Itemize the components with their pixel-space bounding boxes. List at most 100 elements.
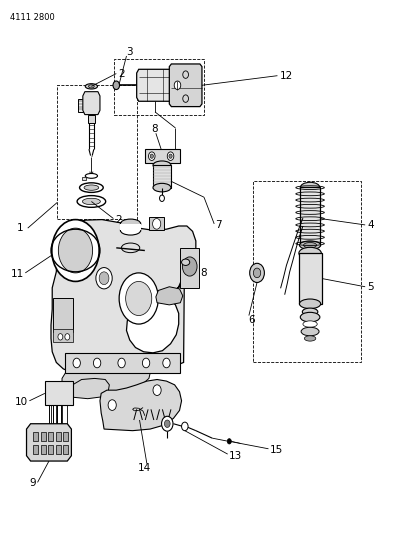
Ellipse shape <box>304 336 316 341</box>
Bar <box>299 253 322 304</box>
Bar <box>63 432 68 441</box>
Text: 3: 3 <box>126 47 132 57</box>
Circle shape <box>227 439 231 444</box>
Bar <box>33 432 38 441</box>
Circle shape <box>96 268 112 289</box>
Text: 8: 8 <box>152 124 158 134</box>
Circle shape <box>113 81 120 90</box>
Text: 15: 15 <box>270 445 283 455</box>
Bar <box>114 59 204 115</box>
Circle shape <box>118 358 125 368</box>
Circle shape <box>182 257 197 276</box>
Circle shape <box>150 154 153 158</box>
Ellipse shape <box>153 183 171 192</box>
Text: 6: 6 <box>248 315 255 325</box>
Ellipse shape <box>299 299 321 309</box>
Bar <box>33 445 38 454</box>
Bar <box>41 432 46 441</box>
Circle shape <box>167 152 174 160</box>
Bar <box>180 248 199 288</box>
Polygon shape <box>78 99 86 112</box>
Polygon shape <box>88 115 95 123</box>
Bar <box>57 85 137 219</box>
Ellipse shape <box>304 243 317 248</box>
Polygon shape <box>51 220 196 376</box>
Ellipse shape <box>182 259 190 265</box>
Circle shape <box>119 273 158 324</box>
Bar <box>63 445 68 454</box>
Ellipse shape <box>300 312 320 322</box>
Polygon shape <box>169 64 202 107</box>
Circle shape <box>174 81 181 90</box>
Polygon shape <box>156 287 183 305</box>
Ellipse shape <box>89 85 94 88</box>
Text: 4: 4 <box>367 220 374 230</box>
Polygon shape <box>83 92 100 115</box>
Circle shape <box>93 358 101 368</box>
Polygon shape <box>145 149 180 163</box>
Bar <box>56 445 61 454</box>
Ellipse shape <box>153 161 171 169</box>
Bar <box>300 187 320 245</box>
Circle shape <box>182 422 188 431</box>
Ellipse shape <box>120 225 141 235</box>
Text: 8: 8 <box>200 268 206 278</box>
Ellipse shape <box>299 247 322 259</box>
Ellipse shape <box>302 308 318 316</box>
Bar <box>53 329 73 342</box>
Circle shape <box>126 281 152 316</box>
Circle shape <box>164 420 170 427</box>
Circle shape <box>149 152 155 160</box>
Text: 1: 1 <box>17 223 24 233</box>
Text: 10: 10 <box>15 397 28 407</box>
Bar <box>53 298 73 332</box>
Polygon shape <box>62 373 150 395</box>
Text: 9: 9 <box>29 479 36 488</box>
Circle shape <box>250 263 264 282</box>
Ellipse shape <box>77 196 106 207</box>
Ellipse shape <box>303 321 317 327</box>
Polygon shape <box>100 379 182 431</box>
Circle shape <box>65 334 70 340</box>
Circle shape <box>99 272 109 285</box>
Text: 2: 2 <box>118 69 125 78</box>
Circle shape <box>163 358 170 368</box>
Bar <box>48 432 53 441</box>
Ellipse shape <box>82 198 100 205</box>
Text: 2: 2 <box>115 215 122 224</box>
Circle shape <box>52 220 99 281</box>
Polygon shape <box>137 69 173 101</box>
Ellipse shape <box>85 84 98 89</box>
Bar <box>149 217 164 230</box>
Polygon shape <box>153 165 171 188</box>
Text: 5: 5 <box>367 282 374 292</box>
Bar <box>45 381 73 405</box>
Bar <box>56 432 61 441</box>
Ellipse shape <box>301 327 319 336</box>
Text: 14: 14 <box>138 463 151 473</box>
Circle shape <box>58 228 93 273</box>
Circle shape <box>253 268 261 278</box>
Bar <box>120 224 141 230</box>
Text: 13: 13 <box>229 451 242 461</box>
Polygon shape <box>70 378 109 399</box>
Ellipse shape <box>85 173 98 178</box>
Ellipse shape <box>84 185 99 190</box>
Text: 12: 12 <box>279 71 293 80</box>
Circle shape <box>142 358 150 368</box>
Circle shape <box>162 416 173 431</box>
Ellipse shape <box>120 219 141 229</box>
Polygon shape <box>27 424 71 461</box>
Ellipse shape <box>80 183 103 192</box>
Bar <box>48 445 53 454</box>
Circle shape <box>58 334 63 340</box>
Text: 7: 7 <box>215 220 222 230</box>
Bar <box>253 181 361 362</box>
Ellipse shape <box>299 241 321 249</box>
Circle shape <box>153 385 161 395</box>
Ellipse shape <box>300 182 320 193</box>
Bar <box>41 445 46 454</box>
Circle shape <box>160 195 164 201</box>
Text: 11: 11 <box>11 269 24 279</box>
Circle shape <box>73 358 80 368</box>
